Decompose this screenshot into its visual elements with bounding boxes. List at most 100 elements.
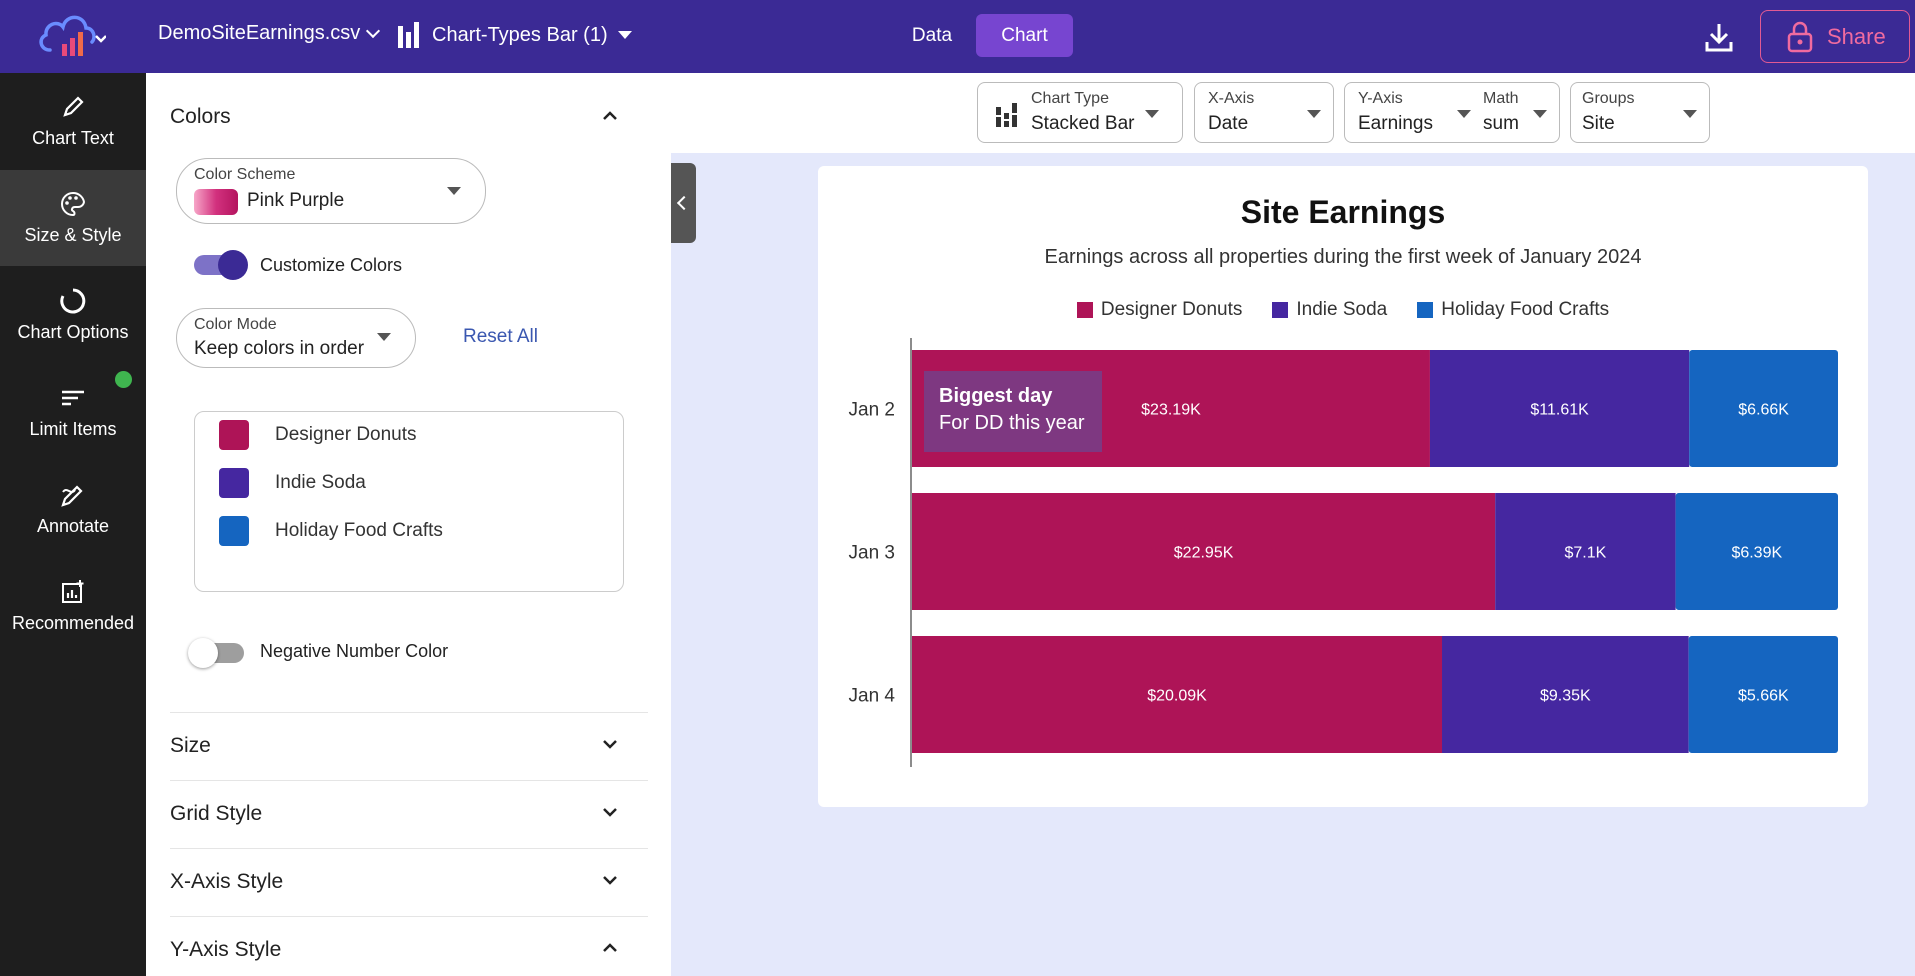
bar-segment[interactable]: [1688, 636, 1838, 753]
bar-segment[interactable]: [1495, 493, 1676, 610]
bar-segment[interactable]: [1689, 350, 1838, 467]
legend-swatch: [1272, 302, 1289, 318]
rail-item-chart-options[interactable]: Chart Options: [0, 267, 146, 363]
caret-down-icon[interactable]: [1533, 110, 1547, 118]
annotate-pen-icon: [61, 484, 83, 507]
customize-colors-label: Customize Colors: [260, 255, 403, 275]
chart-subtitle[interactable]: Earnings across all properties during th…: [1044, 246, 1642, 268]
gradient-swatch: [194, 189, 238, 215]
annotation-box[interactable]: [924, 371, 1102, 452]
negative-color-toggle[interactable]: [188, 638, 244, 668]
chevron-up-icon[interactable]: [602, 109, 618, 121]
chart-type-select[interactable]: Chart Type Stacked Bar: [977, 82, 1183, 143]
caret-down-icon: [377, 333, 391, 341]
collapse-panel-handle[interactable]: [671, 163, 696, 243]
chart-type-value: Stacked Bar: [1031, 113, 1135, 134]
rail-item-limit-items[interactable]: Limit Items: [0, 364, 146, 460]
section-title-colors[interactable]: Colors: [170, 105, 231, 128]
bar-segment[interactable]: [1429, 350, 1690, 467]
negative-color-label: Negative Number Color: [260, 641, 449, 661]
color-item-label: Indie Soda: [275, 472, 366, 493]
color-mode-select[interactable]: Color Mode Keep colors in order: [176, 308, 416, 368]
color-swatch[interactable]: [219, 420, 249, 450]
section-title-grid-style[interactable]: Grid Style: [170, 802, 263, 825]
caret-down-icon: [617, 31, 632, 39]
x-axis-select[interactable]: X-Axis Date: [1194, 82, 1334, 143]
rail-item-label: Annotate: [36, 515, 110, 536]
bar-segment[interactable]: [912, 636, 1443, 753]
data-label: $20.09K: [1147, 688, 1207, 705]
bar-chart-icon: [398, 22, 419, 48]
divider: [170, 780, 648, 781]
file-name: DemoSiteEarnings.csv: [158, 22, 361, 44]
annotation-title: Biggest day: [939, 385, 1053, 407]
legend-swatch: [1417, 302, 1434, 318]
bar-segment[interactable]: [1442, 636, 1689, 753]
status-dot: [115, 371, 132, 388]
chart-controls: Chart Type Stacked Bar X-Axis Date Y-Axi…: [671, 73, 1915, 153]
data-label: $6.66K: [1738, 402, 1789, 419]
color-item[interactable]: Designer Donuts: [219, 420, 417, 450]
legend-item[interactable]: Designer Donuts: [1076, 299, 1243, 321]
y-axis-value: Earnings: [1358, 113, 1433, 134]
color-swatch[interactable]: [219, 516, 249, 546]
rail-item-label: Chart Text: [32, 127, 114, 148]
rail-item-chart-text[interactable]: Chart Text: [0, 73, 146, 169]
chart-plot: Jan 2 $23.19K $11.61K $6.66K Jan 3 $22.95K $7.…: [849, 338, 1838, 767]
rail-item-annotate[interactable]: Annotate: [0, 461, 146, 557]
bar-segment[interactable]: [1675, 493, 1838, 610]
data-label: $6.39K: [1731, 545, 1782, 562]
data-label: $22.95K: [1174, 545, 1234, 562]
caret-down-icon: [1307, 110, 1321, 118]
download-icon[interactable]: [1700, 18, 1738, 56]
data-label: $9.35K: [1540, 688, 1591, 705]
chevron-down-icon[interactable]: [602, 807, 618, 819]
data-label: $11.61K: [1530, 402, 1589, 419]
caret-down-icon: [1683, 110, 1697, 118]
tab-chart[interactable]: Chart: [976, 14, 1073, 57]
bar-segment[interactable]: [912, 493, 1496, 610]
chevron-down-icon[interactable]: [602, 875, 618, 887]
color-scheme-select[interactable]: Color Scheme Pink Purple: [176, 158, 486, 224]
toggle-knob: [218, 250, 248, 280]
chevron-down-icon: [366, 23, 381, 38]
legend-label: Designer Donuts: [1100, 299, 1243, 320]
data-label: $23.19K: [1141, 402, 1201, 419]
divider: [170, 916, 648, 917]
y-axis-select[interactable]: Y-Axis Earnings Math sum: [1344, 82, 1560, 143]
customize-colors-toggle[interactable]: [194, 250, 248, 280]
section-title-size[interactable]: Size: [170, 734, 211, 757]
caret-down-icon: [1145, 110, 1159, 118]
chart-type-label: Chart Type: [1031, 90, 1109, 107]
color-swatch[interactable]: [219, 468, 249, 498]
legend-label: Indie Soda: [1296, 299, 1388, 320]
legend-item[interactable]: Indie Soda: [1272, 299, 1387, 321]
section-title-y-axis-style[interactable]: Y-Axis Style: [170, 938, 282, 961]
chart-selector[interactable]: Chart-Types Bar (1): [398, 22, 632, 48]
groups-label: Groups: [1582, 90, 1635, 107]
rail-item-size-style[interactable]: Size & Style: [0, 170, 146, 266]
legend-item[interactable]: Holiday Food Crafts: [1417, 299, 1609, 321]
groups-select[interactable]: Groups Site: [1570, 82, 1710, 143]
chevron-down-icon[interactable]: [602, 739, 618, 751]
color-list: Designer Donuts Indie Soda Holiday Food …: [194, 411, 624, 592]
app-logo-icon[interactable]: [36, 10, 106, 62]
legend-label: Holiday Food Crafts: [1441, 299, 1610, 320]
toggle-knob: [188, 638, 218, 668]
chart-name: Chart-Types Bar (1): [432, 23, 608, 46]
chart-title[interactable]: Site Earnings: [1240, 194, 1446, 230]
rail-item-recommended[interactable]: Recommended: [0, 558, 146, 654]
reset-all-link[interactable]: Reset All: [463, 326, 538, 347]
share-button[interactable]: Share: [1760, 10, 1910, 63]
color-item[interactable]: Holiday Food Crafts: [219, 516, 443, 546]
tab-data[interactable]: Data: [911, 24, 953, 46]
section-title-x-axis-style[interactable]: X-Axis Style: [170, 870, 284, 893]
rail-item-label: Chart Options: [17, 321, 129, 342]
file-selector[interactable]: DemoSiteEarnings.csv: [158, 22, 381, 45]
circle-options-icon: [60, 288, 86, 313]
chevron-up-icon[interactable]: [602, 941, 618, 953]
chart-card: Site Earnings Earnings across all proper…: [818, 166, 1868, 807]
color-item[interactable]: Indie Soda: [219, 468, 366, 498]
y-tick-label: Jan 4: [849, 686, 896, 707]
stacked-bar-icon: [996, 103, 1017, 127]
